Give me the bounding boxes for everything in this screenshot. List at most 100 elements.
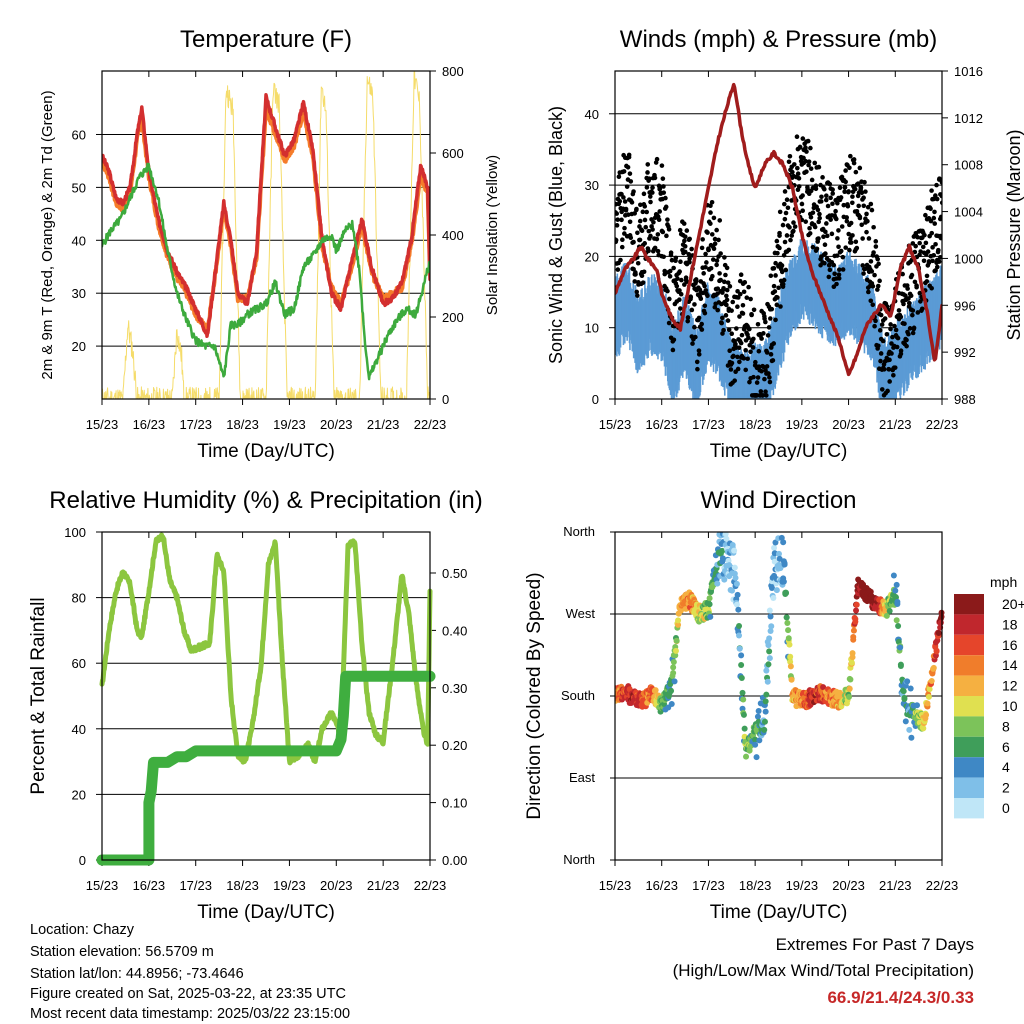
gust-point — [870, 302, 876, 308]
gust-point — [931, 252, 937, 258]
gust-point — [877, 328, 883, 333]
gust-point — [898, 314, 904, 320]
extremes-values: 66.9/21.4/24.3/0.33 — [827, 988, 974, 1007]
direction-point — [771, 558, 778, 565]
gust-point — [650, 227, 655, 232]
gust-point — [635, 230, 640, 236]
x-tick-label: 18/23 — [226, 878, 259, 893]
gust-point — [730, 299, 736, 305]
direction-point — [772, 539, 779, 546]
direction-point — [897, 644, 904, 651]
gust-point — [622, 225, 627, 231]
y-tick-label: 40 — [72, 722, 86, 737]
gust-point — [795, 165, 800, 171]
gust-point — [746, 335, 751, 341]
x-tick-label: 17/23 — [179, 878, 212, 893]
direction-point — [729, 587, 736, 594]
gust-point — [632, 211, 638, 216]
direction-point — [670, 669, 677, 676]
gust-point — [908, 293, 914, 299]
gust-point — [840, 267, 846, 272]
legend-swatch — [954, 655, 984, 676]
x-axis-label: Time (Day/UTC) — [710, 902, 848, 923]
gust-point — [705, 230, 710, 235]
y-right-tick-label: 1008 — [954, 158, 983, 173]
gust-point — [930, 258, 935, 264]
gust-point — [823, 197, 829, 203]
gust-point — [714, 258, 720, 263]
y-right-tick-label: 0.40 — [442, 623, 467, 638]
gust-point — [616, 174, 622, 180]
gust-point — [853, 169, 859, 175]
gust-point — [828, 217, 833, 222]
x-tick-label: 19/23 — [273, 878, 306, 893]
gust-point — [934, 182, 939, 188]
gust-point — [847, 247, 852, 253]
gust-point — [833, 216, 839, 222]
gust-point — [670, 347, 676, 353]
gust-point — [906, 331, 911, 337]
direction-point — [743, 753, 750, 760]
gust-point — [896, 308, 902, 313]
legend-label: 14 — [1002, 657, 1018, 673]
gust-point — [709, 200, 715, 205]
direction-point — [782, 589, 789, 596]
direction-point — [673, 637, 680, 644]
gust-point — [892, 365, 898, 370]
x-tick-label: 19/23 — [273, 417, 306, 432]
gust-point — [654, 156, 660, 162]
gust-point — [873, 318, 878, 324]
gust-point — [858, 184, 864, 190]
temperature-series — [102, 71, 430, 399]
gust-point — [853, 239, 859, 245]
gust-point — [872, 323, 877, 329]
gust-point — [838, 195, 844, 200]
gust-point — [663, 204, 669, 210]
gust-point — [682, 244, 688, 249]
gust-point — [775, 250, 780, 256]
gust-point — [637, 218, 643, 224]
direction-point — [752, 741, 759, 748]
gust-point — [705, 293, 710, 299]
x-tick-label: 22/23 — [926, 878, 959, 893]
gust-point — [781, 252, 787, 258]
y-right-tick-label: 0 — [442, 392, 449, 407]
direction-point — [893, 617, 900, 624]
x-tick-label: 20/23 — [832, 878, 865, 893]
direction-point — [672, 647, 679, 654]
x-tick-label: 16/23 — [645, 878, 678, 893]
direction-point — [766, 655, 773, 662]
gust-point — [738, 340, 744, 346]
gust-point — [861, 195, 866, 201]
gust-point — [615, 239, 619, 245]
legend-label: 0 — [1002, 800, 1010, 816]
gust-point — [776, 285, 781, 291]
x-tick-label: 16/23 — [133, 417, 166, 432]
direction-point — [787, 663, 794, 670]
gust-point — [668, 252, 674, 258]
plot-frame — [614, 531, 943, 861]
gust-point — [641, 269, 647, 275]
gust-point — [664, 233, 669, 239]
gust-point — [706, 246, 711, 252]
gust-point — [737, 314, 742, 319]
direction-point — [765, 642, 772, 649]
gust-point — [783, 210, 789, 216]
direction-point — [846, 685, 853, 692]
gust-point — [643, 224, 649, 230]
gust-point — [702, 283, 707, 289]
gust-point — [865, 204, 871, 210]
gust-point — [671, 265, 676, 271]
gust-point — [875, 256, 880, 262]
direction-point — [729, 542, 736, 549]
legend-label: 16 — [1002, 637, 1018, 653]
gust-point — [827, 181, 833, 187]
gust-point — [938, 214, 942, 220]
gust-point — [777, 230, 782, 236]
gust-point — [787, 225, 792, 230]
gust-point — [917, 240, 922, 246]
direction-point — [894, 598, 901, 605]
gust-point — [619, 244, 625, 250]
gust-point — [754, 380, 760, 385]
gust-point — [893, 327, 899, 333]
